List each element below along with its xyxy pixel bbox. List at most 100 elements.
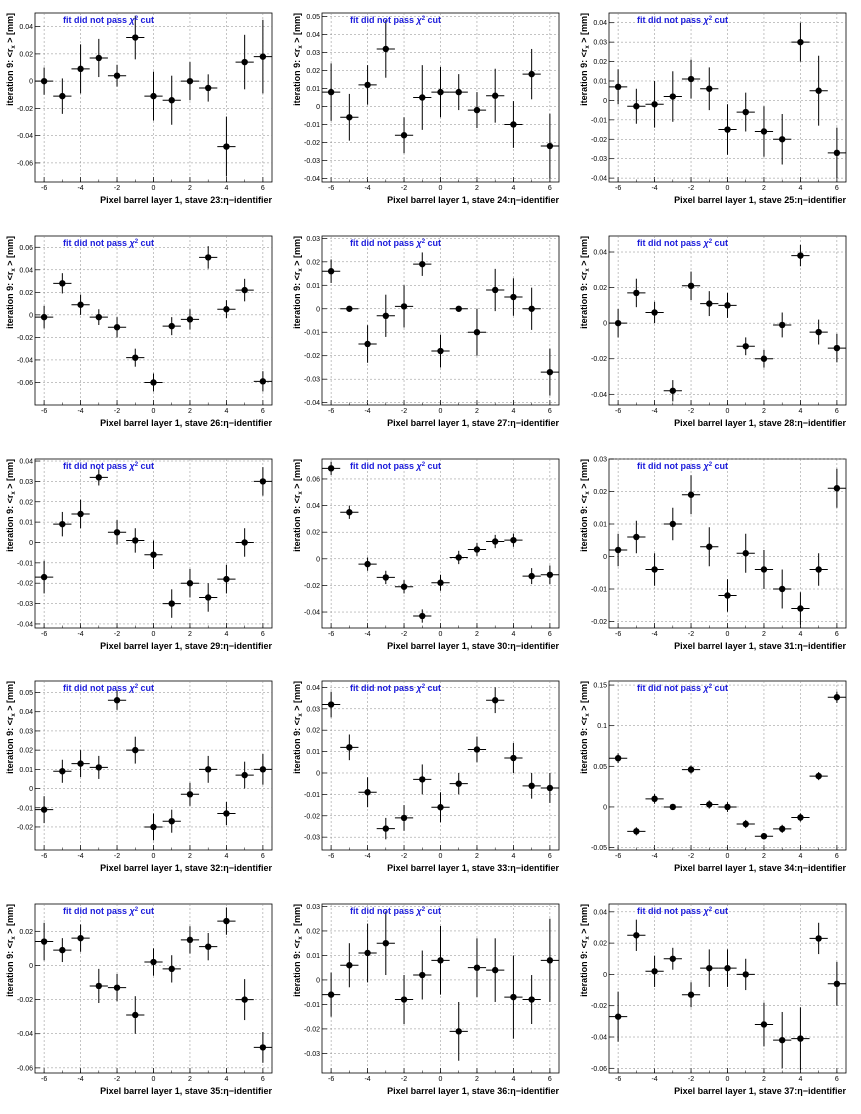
data-marker (132, 1011, 139, 1019)
data-marker (95, 982, 103, 990)
data-marker (95, 54, 103, 62)
data-marker (833, 980, 841, 988)
data-point (504, 101, 523, 148)
y-axis-label-unit: > [mm] (5, 459, 15, 491)
x-tick-label: 6 (261, 631, 265, 638)
x-tick-label: -4 (77, 631, 83, 638)
plot-panel: -6 -4 -2 0 2 4 6 -0.04 -0.03 -0.02 -0.01 0 0.01 0.02 0… (287, 223, 574, 446)
data-marker (168, 599, 175, 607)
data-marker (150, 824, 157, 831)
data-point (71, 750, 90, 778)
data-marker (833, 344, 841, 352)
x-tick-label: 6 (835, 408, 839, 415)
data-marker (706, 965, 713, 972)
chi-symbol: χ (129, 15, 136, 25)
data-marker (382, 940, 390, 947)
data-marker (150, 92, 157, 100)
data-marker (797, 38, 804, 46)
data-marker (455, 780, 462, 788)
data-point (217, 907, 236, 935)
data-point (791, 244, 810, 267)
x-tick-label: -2 (401, 185, 407, 192)
plot-svg: -6 -4 -2 0 2 4 6 -0.03 -0.02 -0.01 0 0.01 0.02 0.03 0.… (292, 680, 559, 873)
y-tick-label: 0 (29, 786, 33, 793)
y-tick-label: -0.02 (591, 1003, 607, 1010)
data-marker (40, 77, 48, 85)
data-marker (633, 932, 640, 939)
y-axis-label-main: iteration 9: <r (292, 271, 302, 329)
chi-exponent: 2 (709, 16, 713, 22)
x-tick-label: -6 (328, 408, 334, 415)
y-tick-label: 0.02 (306, 929, 320, 936)
data-point (773, 114, 792, 165)
x-tick-label: 2 (762, 408, 766, 415)
data-marker (797, 604, 804, 612)
data-point (217, 802, 236, 826)
y-tick-label: -0.06 (17, 160, 33, 167)
y-tick-label: -0.04 (304, 400, 320, 407)
data-marker (186, 77, 194, 85)
y-tick-label: -0.03 (304, 835, 320, 842)
y-tick-label: -0.03 (17, 601, 33, 608)
y-tick-label: 0 (29, 312, 33, 319)
y-tick-label: 0.01 (19, 519, 33, 526)
data-marker (473, 746, 481, 754)
data-point (322, 692, 341, 718)
data-point (180, 568, 200, 598)
chi-symbol: χ (416, 238, 423, 248)
data-point (449, 1002, 468, 1061)
y-axis-label-sub: x (11, 490, 17, 494)
data-marker (113, 697, 121, 704)
x-tick-label: 4 (511, 631, 515, 638)
plot-svg: -6 -4 -2 0 2 4 6 -0.06 -0.04 -0.02 0 0.02 0.04 fit di… (5, 12, 272, 205)
data-marker (400, 132, 408, 139)
x-tick-label: -2 (688, 853, 694, 860)
y-tick-label: -0.02 (304, 1027, 320, 1034)
data-marker (132, 536, 139, 544)
data-marker (742, 549, 749, 557)
plot-svg: -6 -4 -2 0 2 4 6 -0.05 0 0.05 0.1 0.15 fit did not p… (579, 680, 846, 873)
y-tick-label: 0.01 (593, 78, 607, 85)
fit-note-cut: cut (712, 238, 728, 248)
data-point (754, 833, 774, 840)
y-tick-label: 0.05 (19, 690, 33, 697)
plot-svg: -6 -4 -2 0 2 4 6 -0.06 -0.04 -0.02 0 0.02 0.04 0.06 fi… (5, 235, 272, 428)
data-marker (186, 936, 194, 944)
data-point (376, 911, 395, 976)
data-marker (223, 575, 230, 582)
data-point (827, 127, 846, 179)
x-tick-label: -2 (688, 408, 694, 415)
data-marker (687, 75, 695, 83)
data-point (217, 116, 236, 177)
data-point (199, 933, 218, 961)
data-point (645, 794, 664, 805)
data-point (754, 349, 774, 368)
data-point (394, 285, 414, 328)
fit-note-cut: cut (425, 461, 441, 471)
y-axis-label-sub: x (11, 45, 17, 49)
y-axis-label: iteration 9: <rx > [mm] (292, 681, 304, 774)
data-point (449, 74, 468, 111)
data-marker (327, 701, 335, 709)
fit-note-cut: cut (712, 683, 728, 693)
x-tick-label: 6 (261, 185, 265, 192)
y-axis-label-sub: x (11, 936, 17, 940)
data-point (522, 287, 541, 330)
data-marker (687, 282, 695, 289)
y-tick-label: 0.03 (306, 707, 320, 714)
chi-symbol: χ (703, 238, 710, 248)
data-point (681, 59, 701, 99)
plot-panel: -6 -4 -2 0 2 4 6 -0.04 -0.03 -0.02 -0.01 0 0.01 0.02 0… (574, 0, 861, 223)
data-marker (59, 279, 66, 287)
data-marker (223, 143, 230, 150)
chi-exponent: 2 (709, 684, 713, 690)
data-point (413, 65, 432, 130)
y-tick-label: -0.02 (17, 106, 33, 113)
fit-note: fit did not pass χ2 cut (637, 683, 728, 693)
data-marker (40, 313, 48, 321)
y-tick-label: 0.04 (19, 267, 33, 274)
x-tick-label: -6 (41, 185, 47, 192)
x-tick-label: 2 (475, 185, 479, 192)
data-point (340, 734, 359, 761)
x-tick-label: -6 (41, 631, 47, 638)
